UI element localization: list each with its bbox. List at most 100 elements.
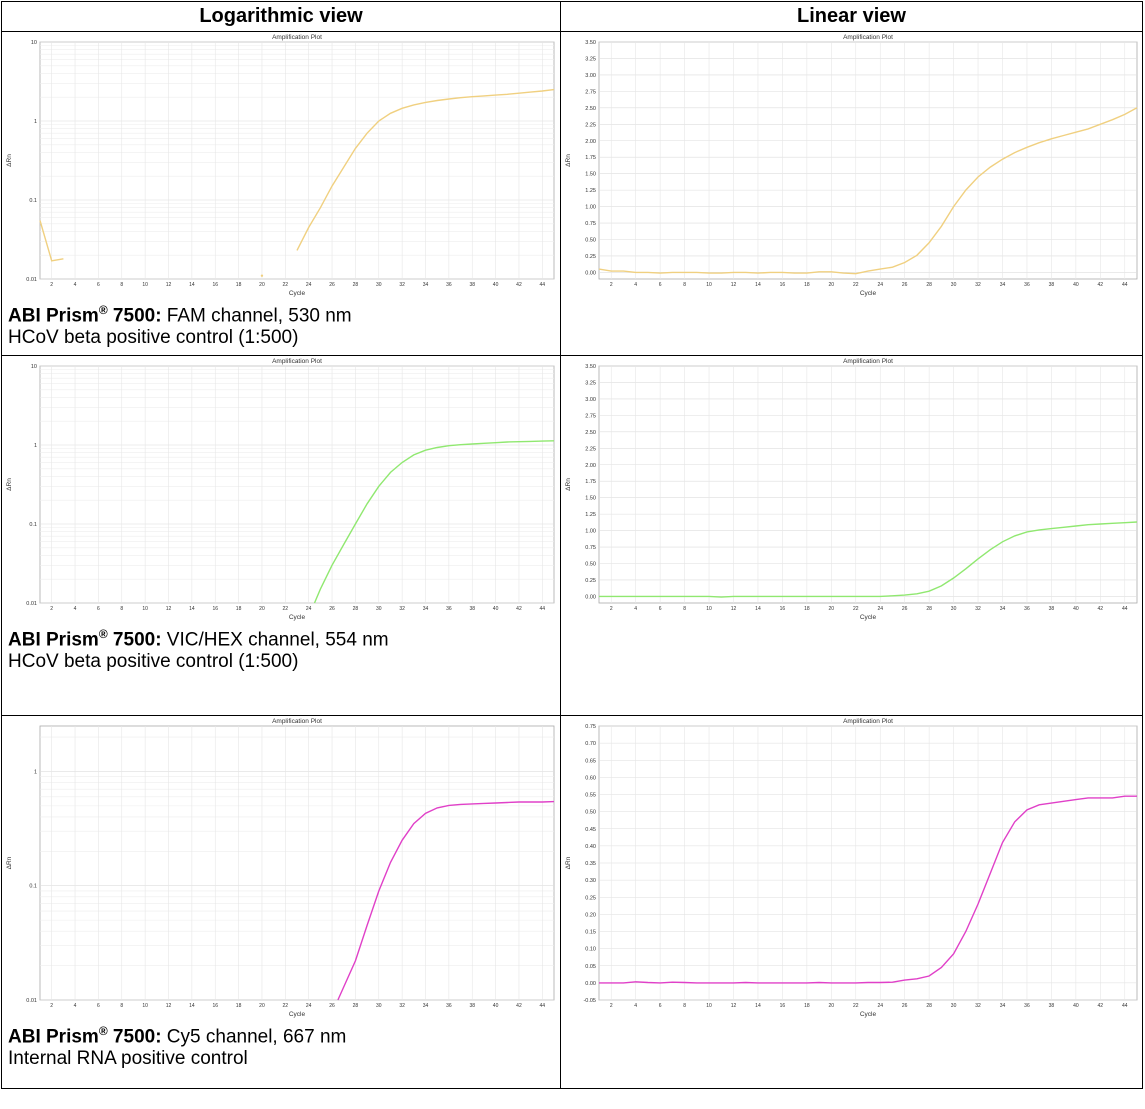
x-tick-label: 10 <box>706 1003 712 1009</box>
x-tick-label: 16 <box>780 1003 786 1009</box>
y-tick-label: 0.00 <box>585 981 596 987</box>
y-tick-label: 2.25 <box>585 446 596 452</box>
cell-cy5-log: Amplification Plot 0.01 0.1 1 2 4 6 8 10 12 14 16 18… <box>1 715 561 1089</box>
x-tick-label: 18 <box>804 282 810 288</box>
x-tick-label: 4 <box>634 606 637 612</box>
x-axis-label: Cycle <box>289 614 306 621</box>
x-tick-label: 38 <box>469 606 475 612</box>
x-tick-label: 10 <box>142 1003 148 1009</box>
y-tick-label: 0.01 <box>26 601 37 607</box>
plot-area <box>39 365 555 604</box>
caption-channel: VIC/HEX channel, 554 nm <box>161 629 389 651</box>
plot-area <box>598 365 1138 604</box>
cell-cy5-lin: Amplification Plot -0.05 0.00 0.05 0.10 0.15 0… <box>560 715 1143 1089</box>
y-tick-label: 0.00 <box>585 594 596 600</box>
x-tick-label: 36 <box>1024 282 1030 288</box>
x-tick-label: 14 <box>755 606 761 612</box>
x-tick-label: 36 <box>446 282 452 288</box>
x-tick-label: 36 <box>446 606 452 612</box>
x-tick-label: 6 <box>97 1003 100 1009</box>
caption-model: 7500: <box>107 1026 162 1048</box>
x-tick-label: 18 <box>236 282 242 288</box>
cell-vic-log: Amplification Plot 0.01 0.1 1 10 2 4 6 8 10 12 14 16… <box>1 355 561 716</box>
y-tick-label: 0.25 <box>585 254 596 260</box>
y-tick-label: 0.50 <box>585 810 596 816</box>
x-axis-label: Cycle <box>289 1011 306 1018</box>
y-tick-label: 0.65 <box>585 758 596 764</box>
y-tick-label: 0.30 <box>585 878 596 884</box>
series-line <box>599 795 1137 984</box>
y-tick-label: 0.15 <box>585 930 596 936</box>
y-tick-label: 0.75 <box>585 724 596 730</box>
series-line <box>296 88 555 251</box>
x-tick-label: 28 <box>353 606 359 612</box>
x-tick-label: 24 <box>877 282 883 288</box>
x-tick-label: 42 <box>1098 606 1104 612</box>
chart-title: Amplification Plot <box>843 358 893 365</box>
x-tick-label: 20 <box>829 282 835 288</box>
x-tick-label: 14 <box>189 606 195 612</box>
chart-cy5-log: Amplification Plot 0.01 0.1 1 2 4 6 8 10 12 14 16 18… <box>2 716 558 1018</box>
x-tick-label: 42 <box>516 282 522 288</box>
x-tick-label: 8 <box>683 1003 686 1009</box>
y-tick-label: 1.50 <box>585 496 596 502</box>
data-point <box>260 274 264 277</box>
y-tick-label: 0.25 <box>585 578 596 584</box>
x-tick-label: 22 <box>283 606 289 612</box>
x-tick-label: 4 <box>634 282 637 288</box>
y-tick-label: 10 <box>31 40 37 46</box>
cell-vic-lin: Amplification Plot 0.00 0.25 0.50 0.75 1.00 1.… <box>560 355 1143 716</box>
y-tick-label: 0.45 <box>585 827 596 833</box>
y-tick-label: 2.00 <box>585 139 596 145</box>
y-tick-label: 1 <box>34 769 37 775</box>
x-tick-label: 8 <box>120 1003 123 1009</box>
x-tick-label: 14 <box>755 1003 761 1009</box>
x-tick-label: 10 <box>706 282 712 288</box>
x-tick-label: 36 <box>1024 1003 1030 1009</box>
x-tick-label: 30 <box>376 282 382 288</box>
x-axis-label: Cycle <box>860 290 877 297</box>
chart-title: Amplification Plot <box>843 34 893 41</box>
x-tick-label: 14 <box>189 1003 195 1009</box>
x-tick-label: 2 <box>50 606 53 612</box>
x-tick-label: 44 <box>1122 606 1128 612</box>
x-tick-label: 34 <box>423 282 429 288</box>
series-line <box>599 521 1138 598</box>
x-tick-label: 2 <box>50 282 53 288</box>
y-tick-label: 2.25 <box>585 122 596 128</box>
x-tick-label: 32 <box>399 282 405 288</box>
caption-instrument: ABI Prism <box>8 1026 99 1048</box>
x-tick-label: 26 <box>902 606 908 612</box>
chart-title: Amplification Plot <box>272 718 322 725</box>
x-tick-label: 12 <box>731 282 737 288</box>
x-tick-label: 32 <box>975 606 981 612</box>
x-tick-label: 34 <box>423 606 429 612</box>
y-tick-label: 3.50 <box>585 40 596 46</box>
x-tick-label: 26 <box>329 606 335 612</box>
x-tick-label: 38 <box>1049 606 1055 612</box>
y-tick-label: 3.25 <box>585 380 596 386</box>
series-line <box>598 107 1138 275</box>
x-tick-label: 8 <box>683 606 686 612</box>
y-tick-label: 2.75 <box>585 89 596 95</box>
y-tick-label: 0.1 <box>29 522 37 528</box>
x-tick-label: 32 <box>399 606 405 612</box>
x-tick-label: 40 <box>493 606 499 612</box>
y-tick-label: 3.00 <box>585 73 596 79</box>
x-tick-label: 16 <box>780 282 786 288</box>
x-tick-label: 22 <box>283 282 289 288</box>
caption-vic: ABI Prism® 7500: VIC/HEX channel, 554 nm… <box>2 621 560 674</box>
y-axis-label: ΔRn <box>565 856 572 869</box>
y-tick-label: 3.50 <box>585 364 596 370</box>
x-tick-label: 28 <box>926 1003 932 1009</box>
x-axis-label: Cycle <box>860 1011 877 1018</box>
x-tick-label: 10 <box>142 282 148 288</box>
y-tick-label: 2.50 <box>585 430 596 436</box>
y-tick-label: 1.00 <box>585 529 596 535</box>
y-tick-label: 0.60 <box>585 775 596 781</box>
x-tick-label: 18 <box>236 606 242 612</box>
x-tick-label: 28 <box>926 282 932 288</box>
x-tick-label: 4 <box>74 1003 77 1009</box>
